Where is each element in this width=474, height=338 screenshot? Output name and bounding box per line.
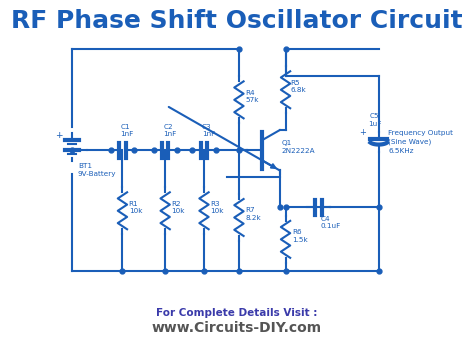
Text: R5
6.8k: R5 6.8k bbox=[290, 80, 306, 93]
Text: C4
0.1uF: C4 0.1uF bbox=[320, 216, 341, 229]
Text: C1
1nF: C1 1nF bbox=[120, 124, 134, 138]
Text: C5
1uF: C5 1uF bbox=[368, 113, 382, 127]
Text: R1
10k: R1 10k bbox=[128, 201, 142, 214]
Text: R6
1.5k: R6 1.5k bbox=[292, 229, 308, 243]
Text: +: + bbox=[55, 131, 63, 140]
Text: R3
10k: R3 10k bbox=[210, 201, 224, 214]
Text: Q1
2N2222A: Q1 2N2222A bbox=[282, 140, 315, 154]
Text: R4
57k: R4 57k bbox=[245, 90, 259, 103]
Text: For Complete Details Visit :: For Complete Details Visit : bbox=[156, 308, 318, 318]
Text: Frequency Output
(Sine Wave)
6.5KHz: Frequency Output (Sine Wave) 6.5KHz bbox=[389, 130, 454, 153]
Text: www.Circuits-DIY.com: www.Circuits-DIY.com bbox=[152, 321, 322, 335]
Text: C2
1nF: C2 1nF bbox=[163, 124, 176, 138]
Text: R7
8.2k: R7 8.2k bbox=[245, 208, 261, 221]
Text: BT1
9V-Battery: BT1 9V-Battery bbox=[78, 163, 116, 176]
Text: C3
1nF: C3 1nF bbox=[202, 124, 215, 138]
Text: RF Phase Shift Oscillator Circuit: RF Phase Shift Oscillator Circuit bbox=[11, 9, 463, 33]
Text: R2
10k: R2 10k bbox=[172, 201, 185, 214]
Text: +: + bbox=[359, 128, 366, 138]
